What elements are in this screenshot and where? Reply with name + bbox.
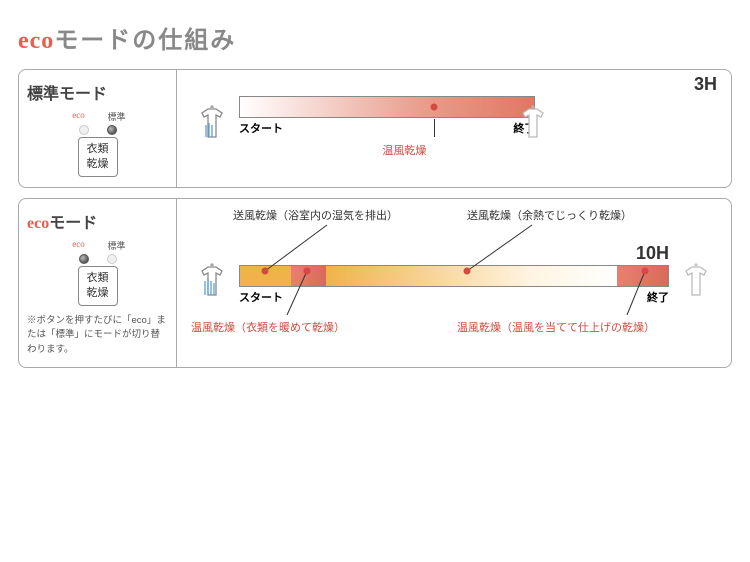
standard-dry-button[interactable]: 衣類 乾燥: [78, 137, 118, 177]
eco-bar-segment: [326, 266, 617, 286]
standard-row: 3H スタート 終了 温風乾燥: [191, 96, 717, 156]
led-eco-on: [79, 254, 89, 264]
page-title: ecoモードの仕組み: [18, 20, 732, 55]
shirt-wet-icon: [191, 261, 233, 308]
eco-mode-card: ecoモード eco 標準 衣類 乾燥 ※ボタンを押すたびに「eco」または「標…: [18, 198, 732, 368]
shirt-dry-icon: [675, 261, 717, 308]
eco-row: 10H スタート 終了: [191, 261, 717, 308]
eco-duration: 10H: [636, 243, 669, 264]
btn-line2: 乾燥: [87, 157, 109, 172]
eco-start-label: スタート: [239, 289, 283, 305]
btn-line2: 乾燥: [87, 286, 109, 301]
standard-mode-card: 標準モード eco 標準 衣類 乾燥: [18, 69, 732, 188]
eco-left-panel: ecoモード eco 標準 衣類 乾燥 ※ボタンを押すたびに「eco」または「標…: [19, 199, 177, 367]
eco-top-callout-1: 送風乾燥（浴室内の湿気を排出）: [233, 207, 398, 223]
shirt-dry-icon: [512, 103, 554, 150]
standard-callout-line: [434, 119, 435, 137]
eco-led-row: [27, 254, 168, 264]
eco-end-label: 終了: [647, 289, 669, 305]
btn-line1: 衣類: [87, 142, 109, 157]
eco-name-rest: モード: [49, 215, 97, 232]
eco-bar-segment: [617, 266, 668, 286]
standard-led-row: [27, 125, 168, 135]
eco-led-labels: eco 標準: [27, 239, 168, 252]
standard-track-labels: スタート 終了: [239, 120, 535, 136]
led-label-std: 標準: [107, 239, 127, 252]
led-eco-off: [79, 125, 89, 135]
eco-bottom-callout-2: 温風乾燥（温風を当てて仕上げの乾燥）: [457, 319, 655, 335]
eco-bar-segment: [240, 266, 291, 286]
standard-led-labels: eco 標準: [27, 110, 168, 123]
standard-track-labels-holder: スタート 終了: [239, 120, 535, 136]
eco-mode-name: ecoモード: [27, 209, 168, 233]
led-label-eco: eco: [69, 110, 89, 123]
eco-bar: [239, 265, 669, 287]
eco-footnote: ※ボタンを押すたびに「eco」または「標準」にモードが切り替わります。: [27, 314, 168, 357]
eco-bottom-callout-1: 温風乾燥（衣類を暖めて乾燥）: [191, 319, 345, 335]
eco-dry-button[interactable]: 衣類 乾燥: [78, 266, 118, 306]
led-label-eco: eco: [69, 239, 89, 252]
btn-line1: 衣類: [87, 271, 109, 286]
standard-timeline: 3H スタート 終了 温風乾燥: [177, 70, 731, 187]
page-wrap: ecoモードの仕組み 標準モード eco 標準 衣類 乾燥: [0, 0, 750, 398]
standard-mode-name: 標準モード: [27, 80, 168, 104]
title-rest: モードの仕組み: [54, 27, 236, 54]
eco-track-labels: スタート 終了: [239, 289, 669, 305]
eco-top-callout-2: 送風乾燥（余熱でじっくり乾燥）: [467, 207, 632, 223]
eco-timeline: 送風乾燥（浴室内の湿気を排出） 送風乾燥（余熱でじっくり乾燥） 10H: [177, 199, 731, 349]
led-std-off: [107, 254, 117, 264]
standard-left-panel: 標準モード eco 標準 衣類 乾燥: [19, 70, 177, 187]
standard-callout-warm: 温風乾燥: [382, 142, 426, 158]
standard-bar-dot: [431, 104, 438, 111]
standard-bar: [239, 96, 535, 118]
standard-duration: 3H: [694, 74, 717, 95]
standard-bar-holder: 3H スタート 終了 温風乾燥: [239, 96, 717, 156]
eco-bar-segment: [291, 266, 325, 286]
title-accent: eco: [18, 28, 54, 54]
eco-bar-holder: 10H スタート 終了: [239, 265, 669, 305]
led-std-on: [107, 125, 117, 135]
standard-start-label: スタート: [239, 120, 283, 136]
led-label-std: 標準: [107, 110, 127, 123]
shirt-wet-icon: [191, 103, 233, 150]
eco-name-accent: eco: [27, 215, 49, 232]
